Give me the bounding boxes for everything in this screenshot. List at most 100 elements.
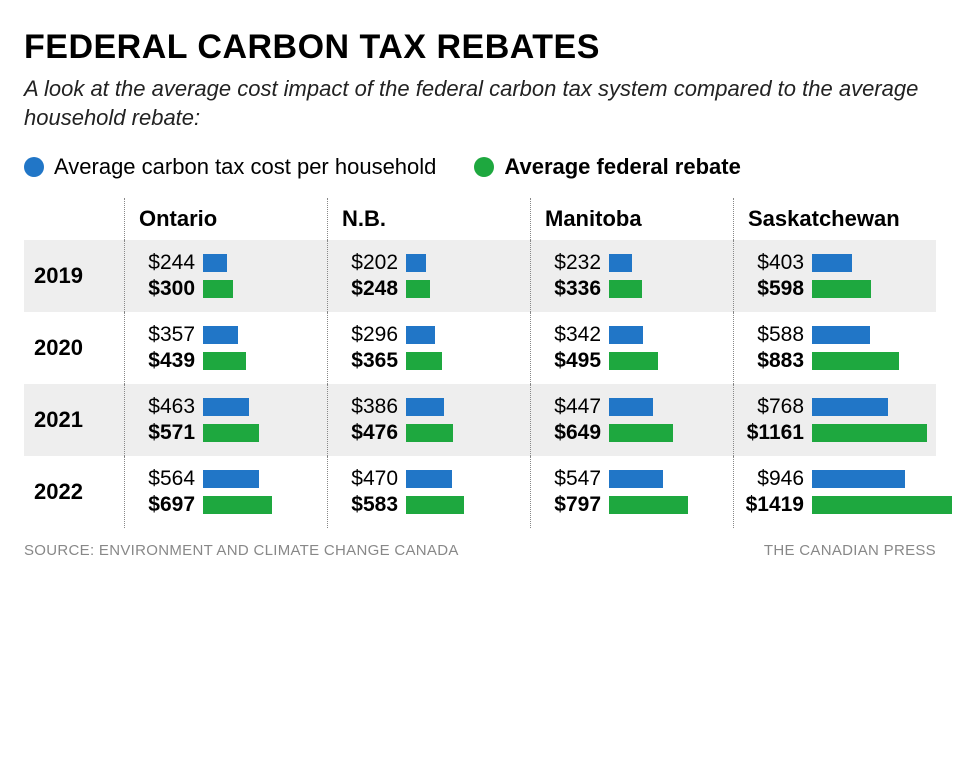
data-cell: $547$797: [530, 456, 733, 528]
rebate-value: $583: [328, 493, 406, 517]
legend: Average carbon tax cost per household Av…: [24, 154, 936, 180]
rebate-value: $883: [734, 349, 812, 373]
legend-label-rebate: Average federal rebate: [504, 154, 740, 180]
rebate-value: $797: [531, 493, 609, 517]
year-label: 2021: [24, 384, 124, 456]
legend-item-rebate: Average federal rebate: [474, 154, 740, 180]
data-cell: $342$495: [530, 312, 733, 384]
data-cell: $470$583: [327, 456, 530, 528]
chart-subtitle: A look at the average cost impact of the…: [24, 75, 936, 132]
cost-value: $342: [531, 323, 609, 347]
rebate-bar: [203, 280, 233, 298]
column-header: Ontario: [124, 198, 327, 240]
rebate-bar: [812, 424, 927, 442]
column-header: Saskatchewan: [733, 198, 936, 240]
cost-bar: [203, 470, 259, 488]
data-cell: $588$883: [733, 312, 936, 384]
rebate-bar: [203, 424, 259, 442]
column-header: N.B.: [327, 198, 530, 240]
data-cell: $403$598: [733, 240, 936, 312]
data-cell: $564$697: [124, 456, 327, 528]
rebate-value: $495: [531, 349, 609, 373]
data-cell: $232$336: [530, 240, 733, 312]
rebate-bar: [406, 424, 453, 442]
chart-title: FEDERAL CARBON TAX REBATES: [24, 28, 936, 67]
year-label: 2020: [24, 312, 124, 384]
rebate-value: $1419: [734, 493, 812, 517]
cost-value: $946: [734, 467, 812, 491]
rebate-bar: [406, 352, 442, 370]
cost-value: $768: [734, 395, 812, 419]
cost-bar: [812, 470, 905, 488]
data-cell: $357$439: [124, 312, 327, 384]
cost-value: $357: [125, 323, 203, 347]
cost-bar: [203, 326, 238, 344]
cost-value: $244: [125, 251, 203, 275]
rebate-value: $365: [328, 349, 406, 373]
header-spacer: [24, 198, 124, 240]
cost-bar: [812, 254, 852, 272]
rebate-value: $649: [531, 421, 609, 445]
data-cell: $946$1419: [733, 456, 936, 528]
rebate-bar: [812, 280, 871, 298]
cost-bar: [812, 326, 870, 344]
data-cell: $386$476: [327, 384, 530, 456]
year-label: 2019: [24, 240, 124, 312]
cost-value: $232: [531, 251, 609, 275]
cost-value: $202: [328, 251, 406, 275]
rebate-value: $300: [125, 277, 203, 301]
cost-value: $547: [531, 467, 609, 491]
rebate-bar: [406, 496, 464, 514]
rebate-bar: [609, 352, 658, 370]
cost-value: $386: [328, 395, 406, 419]
legend-label-cost: Average carbon tax cost per household: [54, 154, 436, 180]
legend-swatch-cost: [24, 157, 44, 177]
rebate-bar: [609, 280, 642, 298]
rebate-value: $439: [125, 349, 203, 373]
cost-bar: [406, 398, 444, 416]
rebate-value: $697: [125, 493, 203, 517]
cost-value: $296: [328, 323, 406, 347]
cost-value: $470: [328, 467, 406, 491]
footer-source: SOURCE: ENVIRONMENT AND CLIMATE CHANGE C…: [24, 542, 459, 559]
data-cell: $463$571: [124, 384, 327, 456]
data-cell: $768$1161: [733, 384, 936, 456]
cost-bar: [609, 398, 653, 416]
rebate-bar: [406, 280, 430, 298]
rebate-value: $1161: [734, 421, 812, 445]
cost-bar: [609, 470, 663, 488]
cost-value: $588: [734, 323, 812, 347]
legend-item-cost: Average carbon tax cost per household: [24, 154, 436, 180]
data-cell: $244$300: [124, 240, 327, 312]
cost-bar: [203, 398, 249, 416]
rebate-value: $248: [328, 277, 406, 301]
rebate-value: $336: [531, 277, 609, 301]
cost-value: $447: [531, 395, 609, 419]
data-cell: $447$649: [530, 384, 733, 456]
cost-bar: [406, 470, 452, 488]
cost-bar: [406, 254, 426, 272]
legend-swatch-rebate: [474, 157, 494, 177]
cost-value: $564: [125, 467, 203, 491]
rebate-value: $598: [734, 277, 812, 301]
footer: SOURCE: ENVIRONMENT AND CLIMATE CHANGE C…: [24, 542, 936, 559]
data-cell: $296$365: [327, 312, 530, 384]
rebate-bar: [609, 424, 673, 442]
cost-bar: [609, 254, 632, 272]
rebate-bar: [812, 352, 899, 370]
rebate-bar: [203, 496, 272, 514]
column-header: Manitoba: [530, 198, 733, 240]
year-label: 2022: [24, 456, 124, 528]
cost-bar: [609, 326, 643, 344]
data-cell: $202$248: [327, 240, 530, 312]
rebate-bar: [812, 496, 952, 514]
footer-credit: THE CANADIAN PRESS: [764, 542, 936, 559]
cost-bar: [406, 326, 435, 344]
cost-bar: [812, 398, 888, 416]
data-grid: OntarioN.B.ManitobaSaskatchewan2019$244$…: [24, 198, 936, 528]
cost-bar: [203, 254, 227, 272]
rebate-value: $476: [328, 421, 406, 445]
rebate-bar: [609, 496, 688, 514]
cost-value: $463: [125, 395, 203, 419]
rebate-value: $571: [125, 421, 203, 445]
